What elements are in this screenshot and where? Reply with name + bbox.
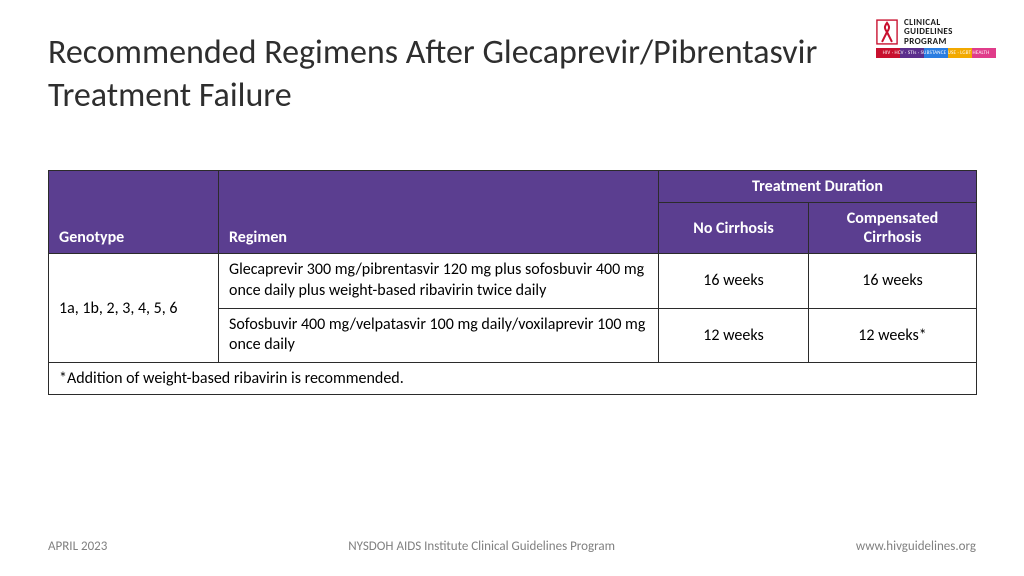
logo-top: CLINICAL GUIDELINES PROGRAM: [876, 18, 996, 46]
footer-url: www.hivguidelines.org: [856, 539, 976, 554]
col-regimen: Regimen: [219, 171, 659, 254]
logo-line3: PROGRAM: [904, 37, 953, 46]
page-title: Recommended Regimens After Glecaprevir/P…: [48, 32, 844, 117]
footer-org: NYSDOH AIDS Institute Clinical Guideline…: [348, 539, 615, 554]
col-genotype: Genotype: [49, 171, 219, 254]
table-header-row-1: Genotype Regimen Treatment Duration: [49, 171, 977, 203]
cell-no-cirrhosis: 12 weeks: [659, 308, 809, 363]
col-no-cirrhosis: No Cirrhosis: [659, 203, 809, 254]
cell-footnote: *Addition of weight-based ribavirin is r…: [49, 363, 977, 395]
cell-comp-cirrhosis: 16 weeks: [809, 254, 977, 309]
slide-footer: APRIL 2023 NYSDOH AIDS Institute Clinica…: [48, 539, 976, 554]
regimens-table: Genotype Regimen Treatment Duration No C…: [48, 170, 976, 395]
cell-genotype: 1a, 1b, 2, 3, 4, 5, 6: [49, 254, 219, 363]
table-row: 1a, 1b, 2, 3, 4, 5, 6 Glecaprevir 300 mg…: [49, 254, 977, 309]
table-footnote-row: *Addition of weight-based ribavirin is r…: [49, 363, 977, 395]
logo-text: CLINICAL GUIDELINES PROGRAM: [904, 18, 953, 46]
ribbon-icon: [876, 19, 898, 45]
footer-date: APRIL 2023: [48, 539, 107, 554]
cell-no-cirrhosis: 16 weeks: [659, 254, 809, 309]
cell-regimen: Glecaprevir 300 mg/pibrentasvir 120 mg p…: [219, 254, 659, 309]
cell-comp-cirrhosis: 12 weeks*: [809, 308, 977, 363]
col-comp-cirrhosis: Compensated Cirrhosis: [809, 203, 977, 254]
col-duration-group: Treatment Duration: [659, 171, 977, 203]
program-logo: CLINICAL GUIDELINES PROGRAM HIV · HCV · …: [876, 18, 996, 58]
cell-regimen: Sofosbuvir 400 mg/velpatasvir 100 mg dai…: [219, 308, 659, 363]
logo-category-bar: HIV · HCV · STIs · SUBSTANCE USE · LGBT …: [876, 48, 996, 58]
